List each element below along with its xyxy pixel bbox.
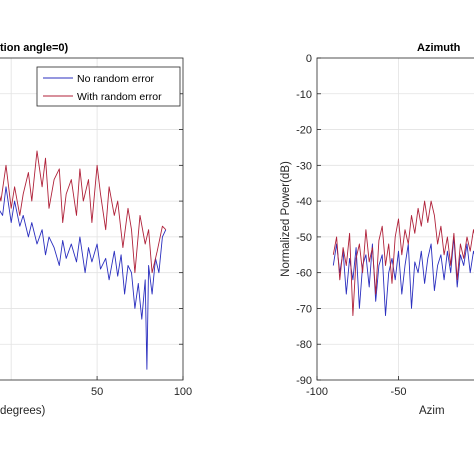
x-tick-label: -50 [391, 386, 407, 398]
y-tick-label: -40 [296, 196, 312, 208]
right-x-axis-label: Azim [419, 405, 445, 417]
left-plot-title: tion angle=0) [0, 42, 68, 54]
x-tick-label: -100 [306, 386, 328, 398]
series-line-no-random-error [0, 186, 167, 370]
y-tick-label: -30 [296, 160, 312, 172]
y-tick-label: -50 [296, 232, 312, 244]
y-tick-label: -20 [296, 125, 312, 137]
y-tick-label: -80 [296, 339, 312, 351]
right-plot-title: Azimuth [417, 42, 461, 54]
left-x-axis-label: degrees) [0, 405, 46, 417]
right-series-group [332, 200, 474, 317]
x-tick-label: 50 [91, 386, 103, 398]
left-plot-panel: 50 100 tion angle=0) degrees) No random e… [0, 42, 192, 417]
y-tick-label: -90 [296, 375, 312, 387]
series-line-with-random-error [0, 150, 167, 274]
left-series-group [0, 150, 167, 370]
y-tick-label: -10 [296, 89, 312, 101]
y-tick-label: 0 [306, 53, 312, 65]
right-y-axis-label: Normalized Power(dB) [280, 161, 292, 277]
left-grid [0, 58, 183, 380]
y-tick-label: -70 [296, 303, 312, 315]
series-line-with-random-error [332, 200, 474, 317]
y-tick-label: -60 [296, 268, 312, 280]
x-tick-label: 100 [174, 386, 192, 398]
legend-label-no-random-error: No random error [77, 73, 155, 85]
legend-box [36, 66, 181, 107]
series-line-no-random-error [332, 236, 474, 317]
right-plot-panel: -100 -50 0 -10 -20 -30 -40 -50 -60 -70 -80 -90 Azim… [280, 42, 474, 417]
right-axes-frame [316, 57, 474, 381]
right-grid [317, 58, 474, 380]
left-axes-frame [0, 57, 184, 381]
legend: No random error With random error [36, 66, 181, 107]
right-ticks: -100 -50 0 -10 -20 -30 -40 -50 -60 -70 -80 -90 [296, 53, 406, 398]
legend-label-with-random-error: With random error [77, 91, 162, 103]
left-ticks: 50 100 [91, 93, 192, 398]
